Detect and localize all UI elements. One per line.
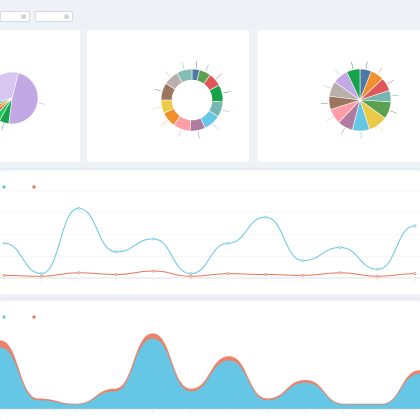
slice-leader-line	[223, 91, 231, 94]
slice-leader-line	[365, 61, 368, 69]
legend-marker	[32, 315, 36, 319]
slice-leader-line	[38, 102, 46, 105]
data-point[interactable]	[114, 250, 118, 254]
legend-marker	[32, 185, 36, 189]
pie-slice	[0, 97, 13, 108]
pie-slice	[0, 97, 13, 121]
data-point[interactable]	[264, 273, 267, 276]
data-point[interactable]	[189, 274, 193, 278]
slice-leader-line	[340, 127, 345, 135]
legend-marker	[2, 315, 6, 319]
data-point[interactable]	[152, 237, 155, 241]
date-tab-2[interactable]: ▤	[35, 11, 73, 22]
slice-leader-line	[391, 94, 399, 97]
slice-leader-line	[154, 88, 162, 92]
pie-chart-3	[321, 61, 399, 139]
data-point[interactable]	[226, 272, 230, 276]
pie-slice	[0, 97, 13, 104]
slice-leader-line	[321, 102, 329, 104]
legend-marker	[2, 185, 6, 189]
slice-leader-line	[222, 109, 230, 113]
pie-slice	[0, 71, 19, 102]
data-point[interactable]	[301, 273, 305, 277]
data-point[interactable]	[338, 246, 342, 249]
data-point[interactable]	[77, 271, 81, 275]
slice-leader-line	[215, 74, 222, 80]
area-series-1	[0, 338, 420, 409]
slice-leader-line	[165, 71, 171, 77]
date-tab-1[interactable]: ▤	[0, 11, 30, 22]
line-panel	[0, 171, 420, 294]
pie-panel-2	[87, 30, 249, 162]
slice-leader-line	[326, 116, 334, 122]
data-point[interactable]	[2, 273, 6, 277]
slice-leader-line	[334, 69, 340, 76]
data-point[interactable]	[338, 271, 342, 275]
calendar-icon: ▤	[64, 14, 69, 20]
data-point[interactable]	[189, 272, 193, 276]
data-point[interactable]	[152, 269, 155, 273]
slice-leader-line	[378, 125, 384, 132]
pie-panel-3	[258, 30, 420, 162]
data-point[interactable]	[413, 224, 417, 228]
data-point[interactable]	[39, 272, 43, 276]
data-point[interactable]	[226, 241, 230, 245]
data-point[interactable]	[413, 272, 417, 276]
divider	[0, 298, 420, 299]
slice-leader-line	[161, 120, 168, 126]
line-chart	[0, 185, 420, 281]
pie-slice	[346, 68, 361, 101]
slice-leader-line	[390, 110, 397, 114]
slice-leader-line	[178, 130, 182, 137]
data-point[interactable]	[77, 207, 81, 210]
data-point[interactable]	[301, 259, 305, 263]
divider	[0, 168, 420, 169]
area-chart	[0, 315, 420, 412]
slice-leader-line	[323, 85, 331, 89]
slice-leader-line	[377, 67, 383, 74]
area-panel	[0, 301, 420, 420]
slice-leader-line	[1, 123, 4, 131]
slice-leader-line	[182, 62, 185, 70]
slice-leader-line	[387, 79, 394, 84]
slice-leader-line	[197, 131, 200, 139]
data-point[interactable]	[376, 274, 380, 278]
slice-leader-line	[351, 61, 354, 69]
slice-leader-line	[153, 106, 161, 109]
series-line	[3, 207, 416, 275]
series-line	[3, 270, 416, 277]
slice-leader-line	[205, 64, 209, 72]
pie-panel-1	[0, 30, 80, 162]
slice-leader-line	[195, 61, 198, 69]
data-point[interactable]	[264, 215, 267, 219]
pie-slice	[176, 68, 193, 83]
data-point[interactable]	[376, 267, 380, 271]
pie-slice	[8, 72, 39, 125]
pie-slice	[0, 97, 13, 125]
pie-chart-1	[0, 71, 46, 131]
data-point[interactable]	[114, 273, 118, 276]
calendar-icon: ▤	[21, 14, 26, 20]
donut-chart	[153, 61, 231, 139]
slice-leader-line	[212, 123, 218, 130]
data-point[interactable]	[39, 274, 43, 278]
data-point[interactable]	[2, 241, 6, 245]
